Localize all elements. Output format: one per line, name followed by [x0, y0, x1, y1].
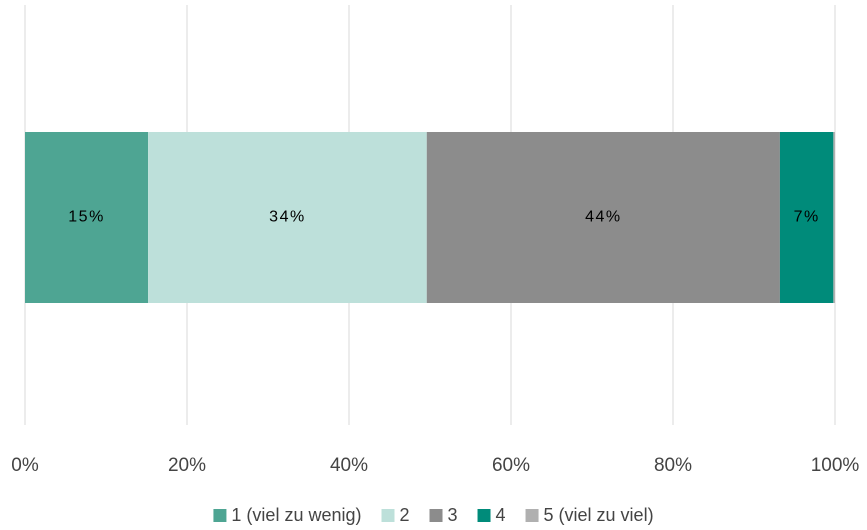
- bar-segment: [779, 132, 834, 303]
- legend-label: 1 (viel zu wenig): [231, 505, 361, 525]
- x-tick-label: 100%: [811, 455, 860, 476]
- data-label: 44%: [585, 209, 622, 226]
- legend-swatch: [213, 509, 227, 522]
- legend-swatch: [525, 509, 539, 522]
- legend-swatch: [477, 509, 491, 522]
- bar-segment: [426, 132, 780, 303]
- legend-label: 4: [496, 505, 506, 525]
- bar-segment: [25, 132, 149, 303]
- bar-segment: [148, 132, 427, 303]
- legend-swatch: [429, 509, 443, 522]
- x-tick-label: 20%: [168, 455, 206, 476]
- data-label: 7%: [794, 209, 820, 226]
- data-label: 15%: [68, 209, 105, 226]
- x-tick-label: 60%: [492, 455, 530, 476]
- x-tick-label: 40%: [330, 455, 368, 476]
- legend-label: 3: [448, 505, 458, 525]
- legend-label: 5 (viel zu viel): [544, 505, 654, 525]
- legend-swatch: [381, 509, 395, 522]
- data-label: 34%: [269, 209, 306, 226]
- legend-label: 2: [399, 505, 409, 525]
- x-tick-label: 0%: [11, 455, 39, 476]
- bar-segment: [833, 132, 835, 303]
- x-tick-label: 80%: [654, 455, 692, 476]
